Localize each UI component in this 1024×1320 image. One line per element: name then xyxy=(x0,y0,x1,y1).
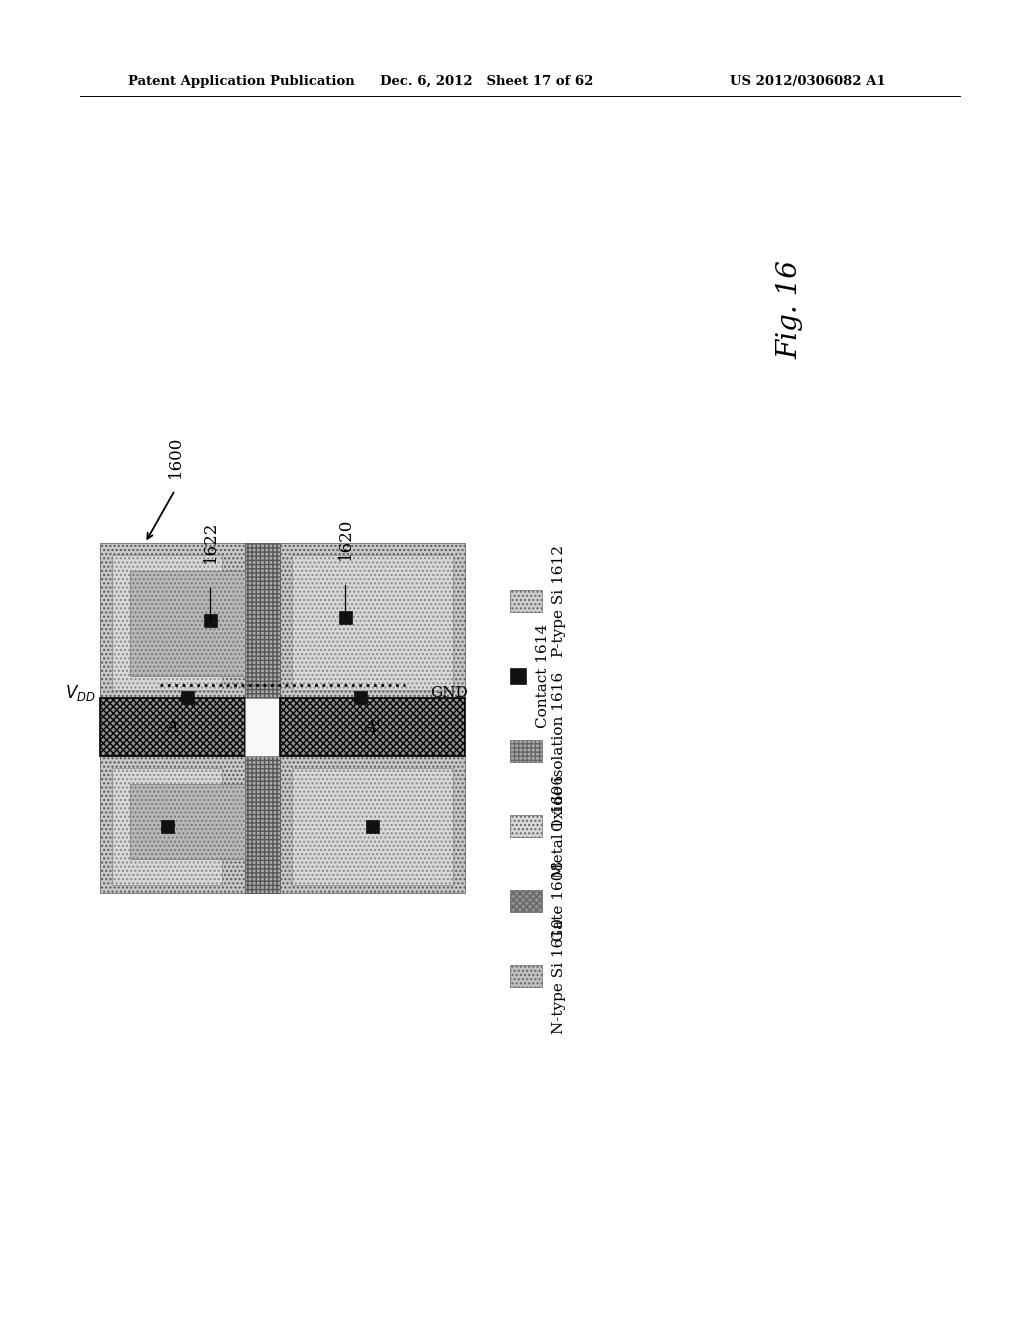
Text: US 2012/0306082 A1: US 2012/0306082 A1 xyxy=(730,75,886,88)
Bar xyxy=(112,768,222,884)
Text: Fig. 16: Fig. 16 xyxy=(776,260,804,359)
Text: GND: GND xyxy=(430,686,468,700)
Text: 1600: 1600 xyxy=(167,436,183,478)
Bar xyxy=(354,690,367,704)
Bar xyxy=(510,814,542,837)
Bar xyxy=(510,668,526,684)
Bar xyxy=(204,614,217,627)
Text: $V_{DD}$: $V_{DD}$ xyxy=(66,682,96,704)
Bar xyxy=(292,768,453,884)
Bar xyxy=(292,554,453,690)
Bar xyxy=(245,698,280,756)
Bar xyxy=(510,590,542,612)
Bar xyxy=(245,756,280,894)
Bar xyxy=(130,572,245,676)
Text: 1620: 1620 xyxy=(337,517,353,560)
Text: N-type Si 1610: N-type Si 1610 xyxy=(552,919,566,1034)
Bar xyxy=(100,543,465,698)
Bar xyxy=(510,965,542,987)
Bar xyxy=(280,698,465,756)
Bar xyxy=(510,741,542,762)
Text: A': A' xyxy=(365,718,381,735)
Bar xyxy=(181,690,194,704)
Text: Patent Application Publication: Patent Application Publication xyxy=(128,75,354,88)
Bar xyxy=(161,820,174,833)
Text: Oxide isolation 1616: Oxide isolation 1616 xyxy=(552,672,566,830)
Text: P-type Si 1612: P-type Si 1612 xyxy=(552,545,566,657)
Text: A: A xyxy=(167,718,178,735)
Bar xyxy=(100,756,465,894)
Bar xyxy=(510,890,542,912)
Bar xyxy=(366,820,379,833)
Text: 1622: 1622 xyxy=(202,520,218,564)
Text: Contact 1614: Contact 1614 xyxy=(536,624,550,729)
Bar xyxy=(130,784,245,859)
Bar xyxy=(100,698,245,756)
Bar xyxy=(339,611,352,624)
Bar xyxy=(112,554,222,690)
Text: Dec. 6, 2012   Sheet 17 of 62: Dec. 6, 2012 Sheet 17 of 62 xyxy=(380,75,593,88)
Text: Gate 1608: Gate 1608 xyxy=(552,861,566,941)
Bar xyxy=(245,543,280,698)
Text: Metal 1 1606: Metal 1 1606 xyxy=(552,775,566,878)
